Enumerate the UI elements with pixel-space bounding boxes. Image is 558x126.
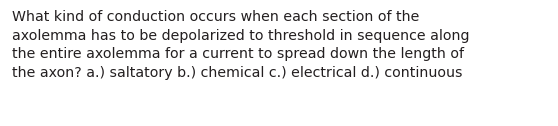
Text: What kind of conduction occurs when each section of the
axolemma has to be depol: What kind of conduction occurs when each… (12, 10, 469, 80)
